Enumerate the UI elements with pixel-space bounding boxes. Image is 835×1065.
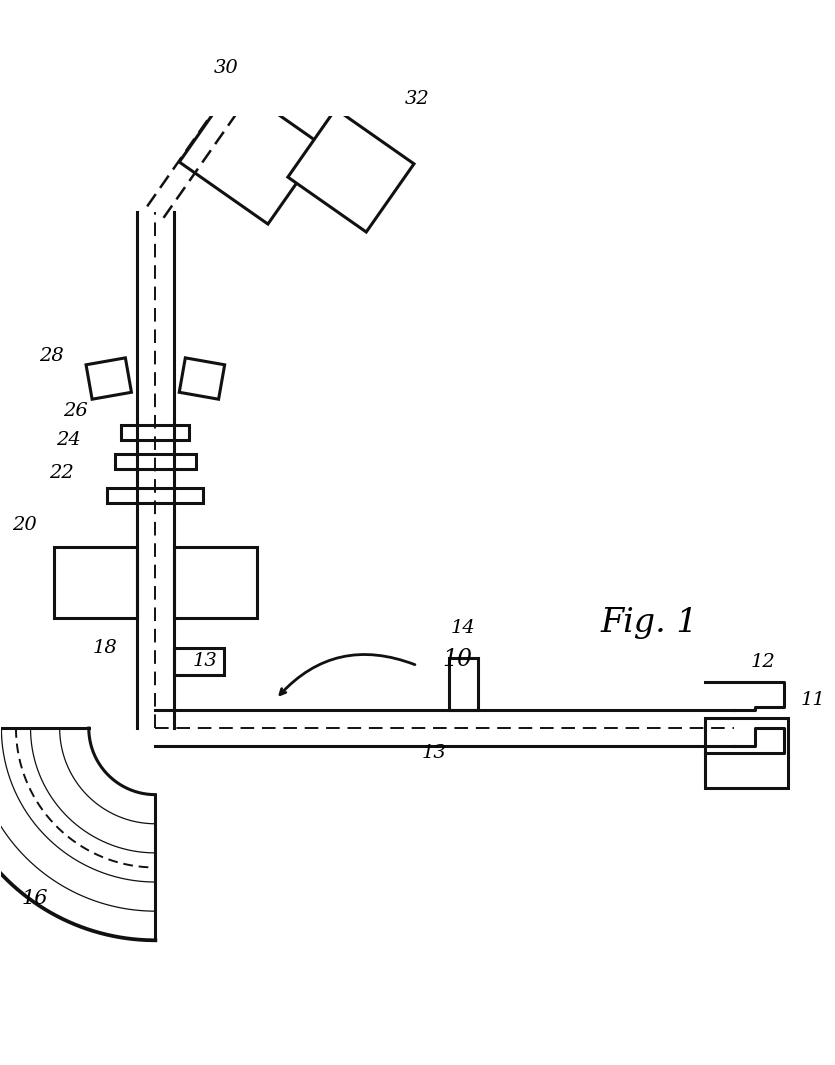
Text: 26: 26 <box>63 402 88 420</box>
Bar <box>121 425 190 440</box>
Text: 24: 24 <box>57 431 81 449</box>
Bar <box>53 547 137 618</box>
Text: 28: 28 <box>39 347 63 365</box>
Text: 12: 12 <box>751 653 775 671</box>
Text: 13: 13 <box>193 653 218 671</box>
Bar <box>705 718 788 788</box>
Text: 13: 13 <box>422 744 447 763</box>
Bar <box>180 358 225 399</box>
Text: 14: 14 <box>451 620 476 637</box>
Text: 32: 32 <box>405 89 430 108</box>
Text: 22: 22 <box>49 464 74 482</box>
Text: 16: 16 <box>22 889 48 908</box>
Text: 30: 30 <box>214 59 239 77</box>
Text: 18: 18 <box>93 639 118 657</box>
Bar <box>114 455 196 470</box>
Bar <box>108 488 203 503</box>
Polygon shape <box>0 728 155 940</box>
Bar <box>86 358 131 399</box>
Bar <box>174 547 257 618</box>
Text: Fig. 1: Fig. 1 <box>600 607 698 639</box>
Text: 10: 10 <box>443 648 473 671</box>
Text: 20: 20 <box>13 517 38 535</box>
Bar <box>448 658 478 709</box>
Bar <box>174 649 224 675</box>
Bar <box>288 109 414 232</box>
Text: 11: 11 <box>800 691 825 709</box>
Bar <box>180 84 323 224</box>
